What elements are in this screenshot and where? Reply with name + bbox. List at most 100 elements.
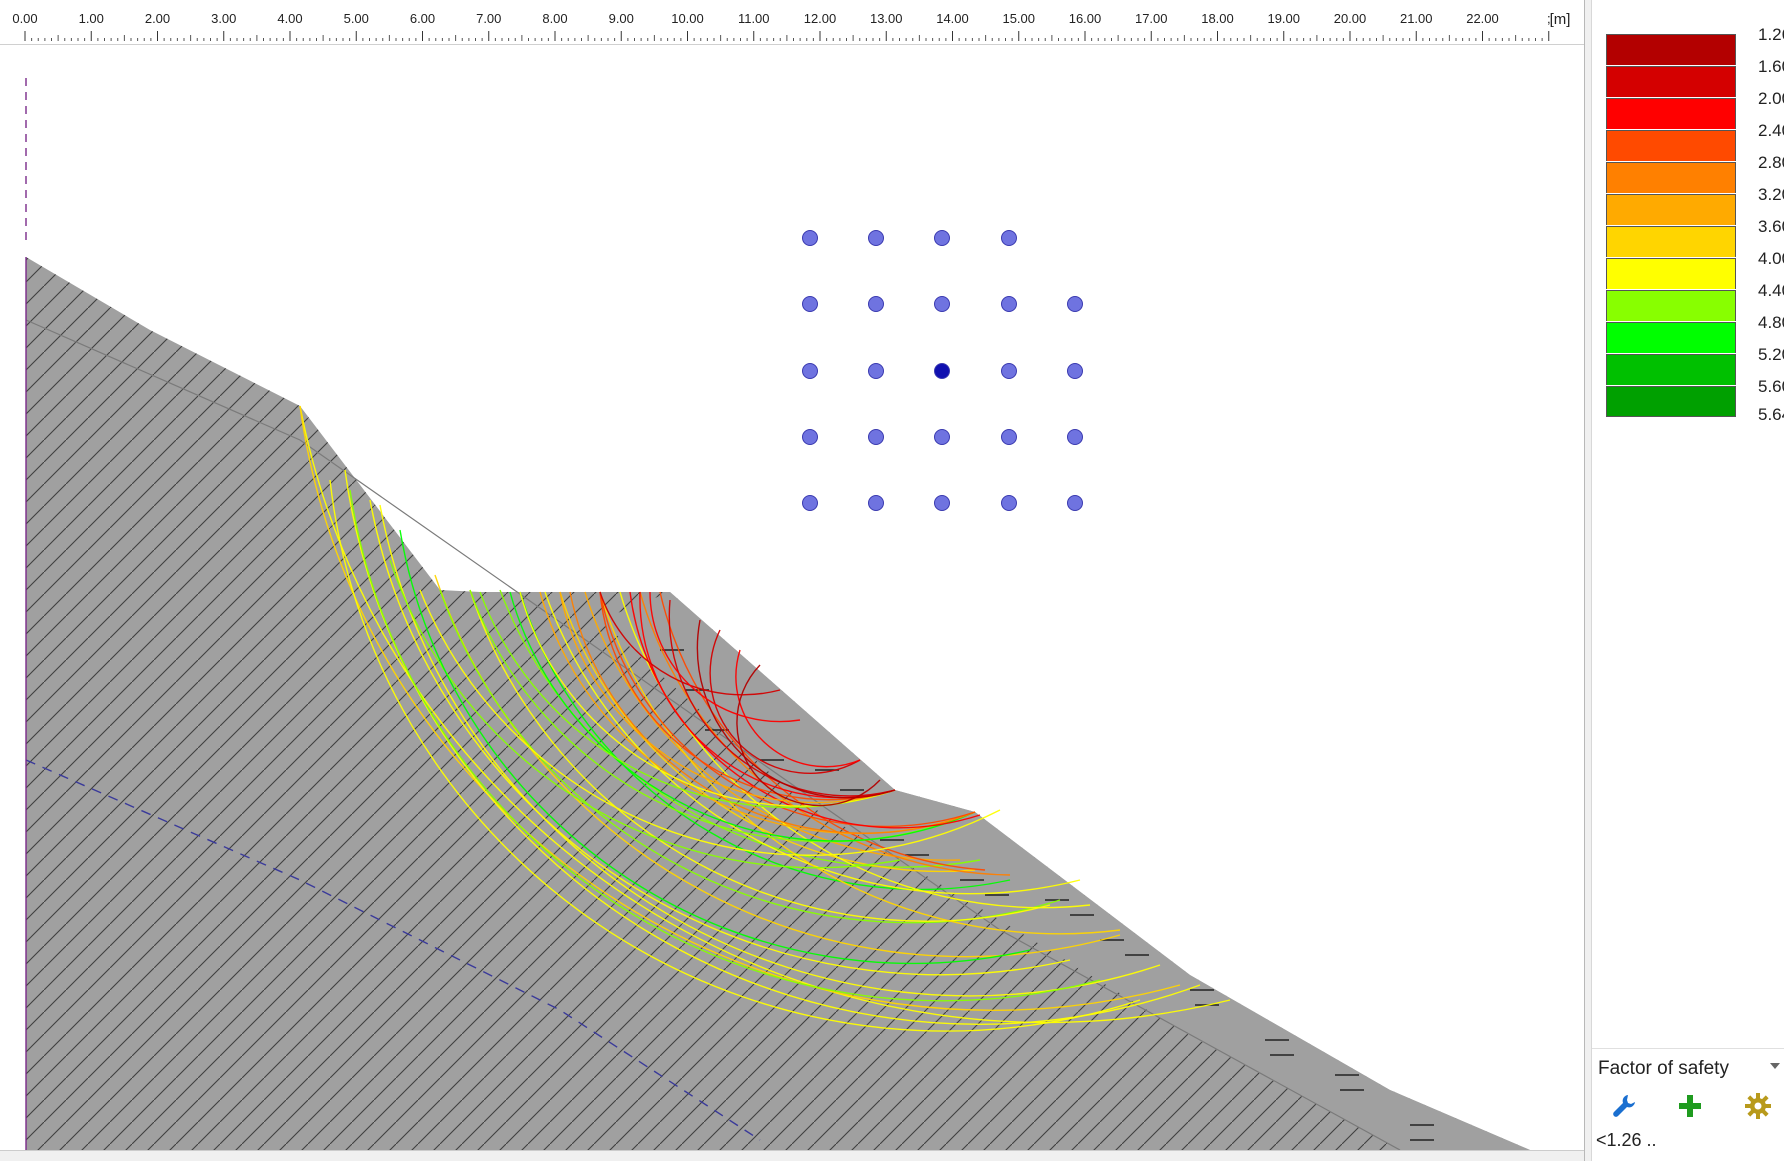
grid-center-point[interactable] (802, 429, 818, 445)
legend-label: 2.40 (1758, 121, 1784, 140)
slip-surface (736, 664, 881, 807)
chevron-down-icon[interactable] (1770, 1063, 1780, 1069)
legend-label: 1.60 (1758, 57, 1784, 76)
legend-swatch (1606, 386, 1736, 417)
grid-center-point[interactable] (934, 429, 950, 445)
legend-label: 5.20 (1758, 345, 1784, 364)
legend-swatch (1606, 226, 1736, 257)
slip-surface (469, 589, 1051, 922)
grid-center-point[interactable] (1001, 230, 1017, 246)
grid-center-point[interactable] (934, 296, 950, 312)
ruler-tick-label: 3.00 (211, 11, 236, 26)
grid-center-point[interactable] (868, 429, 884, 445)
ruler-tick-label: 6.00 (410, 11, 435, 26)
gear-icon[interactable] (1744, 1092, 1772, 1120)
horizontal-ruler: 0.00 1.00 2.00 3.00 4.00 5.00 6.00 7.00 8.00 9.00… (0, 0, 1584, 45)
critical-center-point[interactable] (934, 363, 950, 379)
ruler-tick-label: 0.00 (12, 11, 37, 26)
grid-center-point[interactable] (868, 495, 884, 511)
plus-icon[interactable] (1676, 1092, 1704, 1120)
ruler-tick-label: 18.00 (1201, 11, 1234, 26)
ruler-tick-label: 14.00 (936, 11, 969, 26)
legend-row: 3.20 (1606, 185, 1784, 226)
legend-row: 4.80 (1606, 313, 1784, 354)
min-factor-label: <1.26 .. (1596, 1130, 1657, 1150)
slip-surface (668, 599, 896, 797)
grid-center-point[interactable] (1067, 363, 1083, 379)
analysis-canvas[interactable]: 0.00 1.00 2.00 3.00 4.00 5.00 6.00 7.00 8.00 9.00… (0, 0, 1584, 1161)
horizontal-scrollbar[interactable] (0, 1150, 1584, 1161)
grid-center-point[interactable] (1001, 363, 1017, 379)
legend-row: 2.00 (1606, 89, 1784, 130)
legend-swatch (1606, 354, 1736, 385)
ruler-tick-label: ; (1547, 11, 1551, 26)
grid-center-point[interactable] (1001, 296, 1017, 312)
slip-surface (299, 405, 1181, 1011)
grid-center-point[interactable] (934, 495, 950, 511)
results-panel: 1.26 1.60 2.00 2.40 2.80 3.20 3.60 4.00 4.40 4.80… (1592, 0, 1784, 1161)
legend-swatch (1606, 130, 1736, 161)
slip-surface (299, 405, 1231, 1024)
legend-last-label: 5.64 (1758, 405, 1784, 424)
slip-surface (349, 489, 1101, 1002)
slip-surface (584, 591, 961, 861)
grid-center-point[interactable] (1067, 429, 1083, 445)
slip-surface (649, 591, 801, 723)
legend-swatch (1606, 258, 1736, 289)
ruler-tick-label: 12.00 (804, 11, 837, 26)
grid-center-point[interactable] (802, 296, 818, 312)
legend-toolbar (1592, 1088, 1784, 1124)
upper-layer (600, 592, 1530, 1150)
legend-label: 4.40 (1758, 281, 1784, 300)
grid-center-point[interactable] (802, 495, 818, 511)
slip-surface (389, 559, 901, 869)
legend-row: 2.80 (1606, 153, 1784, 194)
grid-center-point[interactable] (802, 230, 818, 246)
ruler-tick-label: 20.00 (1334, 11, 1367, 26)
grid-center-point[interactable] (1001, 429, 1017, 445)
grid-center-point[interactable] (934, 230, 950, 246)
slip-surface (709, 629, 861, 774)
ruler-tick-label: 8.00 (542, 11, 567, 26)
grid-center-point[interactable] (1001, 495, 1017, 511)
slip-surface (499, 589, 981, 868)
slip-surface (569, 591, 976, 834)
grid-center-point[interactable] (868, 363, 884, 379)
panel-splitter[interactable] (1584, 0, 1592, 1161)
grid-center-point[interactable] (802, 363, 818, 379)
result-type-value: Factor of safety (1598, 1058, 1729, 1079)
slip-surface (544, 591, 1081, 895)
slip-surface (419, 589, 1001, 856)
ruler-tick-label: 4.00 (277, 11, 302, 26)
slip-surface (599, 591, 896, 801)
grid-center-point[interactable] (1067, 495, 1083, 511)
ruler-tick-label: 15.00 (1002, 11, 1035, 26)
soil-profile (25, 78, 1530, 1161)
legend-label: 4.80 (1758, 313, 1784, 332)
wrench-icon[interactable] (1610, 1092, 1638, 1120)
slope-plot[interactable] (0, 0, 1584, 1161)
legend-swatch (1606, 98, 1736, 129)
ruler-tick-label: 19.00 (1267, 11, 1300, 26)
grid-center-point[interactable] (868, 230, 884, 246)
legend-swatch (1606, 322, 1736, 353)
slip-surface (509, 591, 976, 842)
legend-label: 2.00 (1758, 89, 1784, 108)
legend-swatch (1606, 66, 1736, 97)
ruler-tick-label: 17.00 (1135, 11, 1168, 26)
legend-swatch (1606, 194, 1736, 225)
legend-row: 2.40 (1606, 121, 1784, 162)
slip-surface (379, 504, 1161, 997)
slip-surface (599, 591, 976, 828)
ruler-unit: [m] (1550, 11, 1571, 28)
grid-center-point[interactable] (1067, 296, 1083, 312)
legend-swatch (1606, 162, 1736, 193)
ruler-tick-label: 2.00 (145, 11, 170, 26)
slip-surfaces (299, 405, 1231, 1032)
ruler-tick-label: 16.00 (1069, 11, 1102, 26)
legend-label: 3.20 (1758, 185, 1784, 204)
result-type-select[interactable]: Factor of safety (1592, 1048, 1784, 1086)
legend-row: 1.60 (1606, 57, 1784, 98)
legend-label: 1.26 (1758, 25, 1784, 44)
grid-center-point[interactable] (868, 296, 884, 312)
